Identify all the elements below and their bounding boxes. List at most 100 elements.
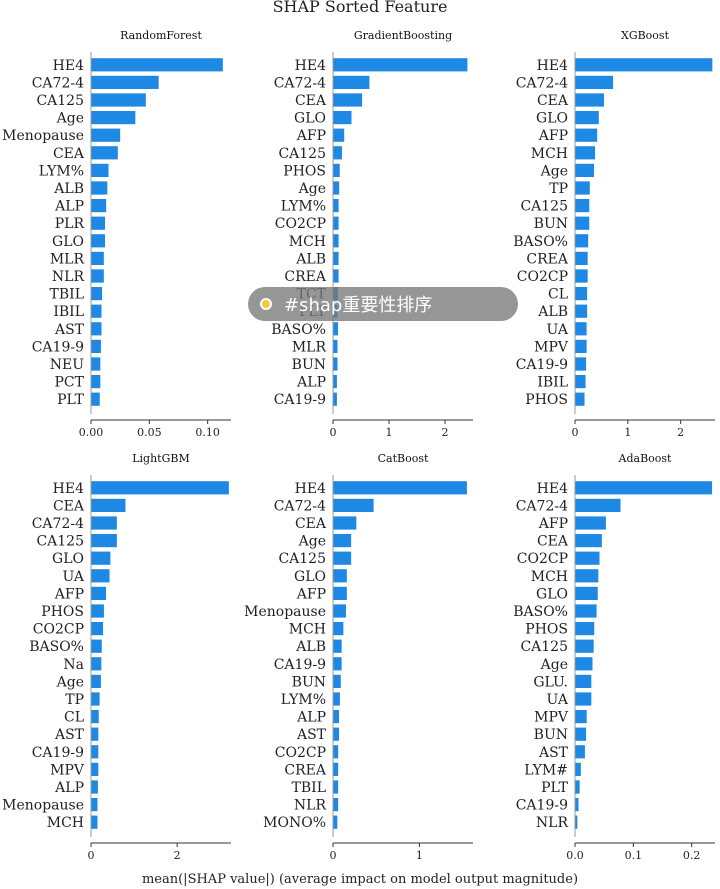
bar — [575, 516, 606, 530]
feature-label: CEA — [295, 516, 327, 532]
feature-label: MCH — [289, 234, 326, 250]
bar — [575, 604, 597, 618]
bar — [91, 481, 229, 495]
feature-label: TBIL — [292, 780, 326, 796]
feature-label: CA72-4 — [516, 75, 568, 91]
bar — [91, 657, 102, 671]
bar — [333, 622, 344, 636]
bar — [575, 692, 592, 706]
feature-label: CA72-4 — [32, 75, 84, 91]
feature-label: MPV — [534, 339, 569, 355]
feature-label: TP — [549, 181, 568, 197]
feature-label: PLR — [55, 216, 85, 232]
feature-label: CEA — [537, 93, 569, 109]
feature-label: Age — [298, 534, 326, 550]
feature-label: AFP — [538, 516, 568, 532]
feature-label: AST — [538, 745, 569, 761]
feature-label: PHOS — [283, 163, 326, 179]
bar — [575, 710, 587, 724]
bar — [575, 639, 594, 653]
bar — [91, 199, 107, 213]
feature-label: BASO% — [513, 604, 568, 620]
feature-label: BUN — [534, 216, 568, 232]
feature-label: Age — [298, 181, 326, 197]
feature-label: IBIL — [537, 375, 568, 391]
bar — [575, 181, 590, 195]
feature-label: CO2CP — [33, 622, 84, 638]
feature-label: Na — [63, 657, 84, 673]
x-tick-label: 0 — [572, 426, 579, 439]
bar — [91, 75, 159, 89]
feature-label: MPV — [534, 710, 569, 726]
feature-label: ALP — [296, 375, 326, 391]
bar — [91, 287, 103, 301]
bar — [91, 674, 101, 688]
bar — [333, 481, 467, 495]
bar — [333, 586, 347, 600]
feature-label: GLO — [52, 551, 84, 567]
panel-title: LightGBM — [132, 452, 190, 465]
x-tick-label: 0 — [88, 849, 95, 862]
bar — [91, 58, 223, 72]
bar — [575, 481, 713, 495]
x-tick-label: 0.0 — [566, 849, 584, 862]
feature-label: BUN — [292, 357, 326, 373]
bar — [91, 322, 102, 336]
bar — [575, 234, 589, 248]
feature-label: UA — [63, 569, 85, 585]
feature-label: HE4 — [295, 481, 326, 497]
bar — [91, 534, 117, 548]
feature-label: GLO — [294, 569, 326, 585]
feature-label: UA — [547, 692, 569, 708]
x-tick-label: 0 — [330, 849, 337, 862]
feature-label: Menopause — [2, 128, 84, 144]
bar — [333, 251, 339, 265]
feature-label: CA19-9 — [274, 657, 326, 673]
feature-label: AFP — [296, 586, 326, 602]
bar — [575, 745, 585, 759]
feature-label: NLR — [294, 798, 327, 814]
feature-label: UA — [547, 322, 569, 338]
bar — [575, 339, 587, 353]
bar — [333, 75, 370, 89]
feature-label: CA72-4 — [516, 498, 568, 514]
bar — [333, 93, 363, 107]
feature-label: ALB — [295, 251, 326, 267]
bar — [91, 710, 99, 724]
bar — [333, 674, 341, 688]
bar — [575, 657, 593, 671]
x-tick-label: 0.1 — [625, 849, 643, 862]
feature-label: LYM# — [524, 762, 568, 778]
bar — [91, 498, 126, 512]
feature-label: PLT — [57, 392, 85, 408]
feature-label: BASO% — [29, 639, 84, 655]
bar — [333, 798, 339, 812]
feature-label: NLR — [52, 269, 85, 285]
feature-label: CL — [548, 287, 568, 303]
bar — [575, 304, 588, 318]
bar — [333, 181, 340, 195]
feature-label: CEA — [53, 146, 85, 162]
x-tick-label: 0.00 — [79, 426, 104, 439]
bar — [333, 745, 339, 759]
bar — [333, 639, 342, 653]
feature-label: LYM% — [39, 163, 84, 179]
feature-label: AST — [54, 322, 85, 338]
bar — [575, 534, 602, 548]
feature-label: CA125 — [36, 93, 84, 109]
bar — [333, 111, 352, 125]
chart-panels: RandomForestHE4CA72-4CA125AgeMenopauseCE… — [2, 29, 715, 862]
feature-label: PHOS — [41, 604, 84, 620]
bar — [91, 569, 110, 583]
feature-label: CA125 — [278, 551, 326, 567]
feature-label: PHOS — [525, 392, 568, 408]
feature-label: CEA — [295, 93, 327, 109]
feature-label: CO2CP — [275, 745, 326, 761]
bar — [333, 657, 342, 671]
bar — [333, 710, 340, 724]
bar — [91, 604, 104, 618]
bar — [333, 216, 339, 230]
hashtag-overlay[interactable]: #shap重要性排序 — [248, 287, 518, 321]
